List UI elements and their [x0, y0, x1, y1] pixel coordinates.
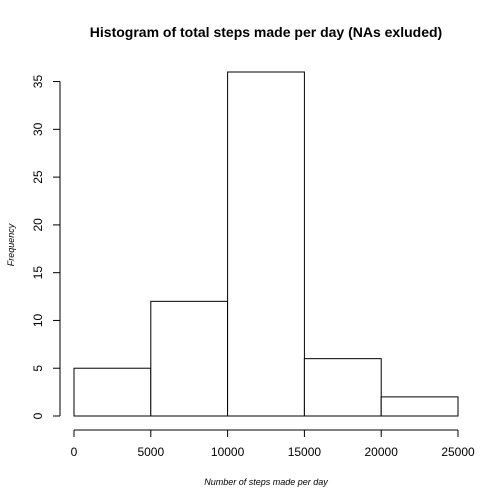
- y-tick-label-2: 10: [31, 313, 45, 327]
- y-tick-label-5: 25: [31, 170, 45, 184]
- histogram-bar-3: [303, 358, 382, 417]
- x-tick-label-3: 15000: [288, 445, 322, 459]
- chart-title: Histogram of total steps made per day (N…: [90, 24, 442, 40]
- x-tick-label-5: 25000: [441, 445, 475, 459]
- y-axis: 0 5 10 15 20 25 30 35: [31, 75, 61, 419]
- x-axis: 0 5000 10000 15000 20000 25000: [71, 429, 475, 459]
- histogram-bar-2: [227, 71, 305, 417]
- x-tick-label-1: 5000: [137, 445, 164, 459]
- histogram-bar-4: [380, 396, 459, 417]
- y-tick-label-3: 15: [31, 266, 45, 280]
- y-tick-label-4: 20: [31, 218, 45, 232]
- bars-group: [73, 71, 459, 417]
- y-axis-label: Frequency: [6, 223, 16, 266]
- x-tick-label-2: 10000: [211, 445, 245, 459]
- y-tick-label-0: 0: [31, 412, 45, 419]
- x-tick-label-0: 0: [71, 445, 78, 459]
- histogram-bar-1: [150, 300, 229, 417]
- y-tick-label-1: 5: [31, 365, 45, 372]
- x-tick-label-4: 20000: [365, 445, 399, 459]
- y-tick-label-6: 30: [31, 122, 45, 136]
- y-tick-label-7: 35: [31, 75, 45, 89]
- histogram-bar-0: [73, 367, 152, 417]
- x-axis-label: Number of steps made per day: [204, 477, 328, 487]
